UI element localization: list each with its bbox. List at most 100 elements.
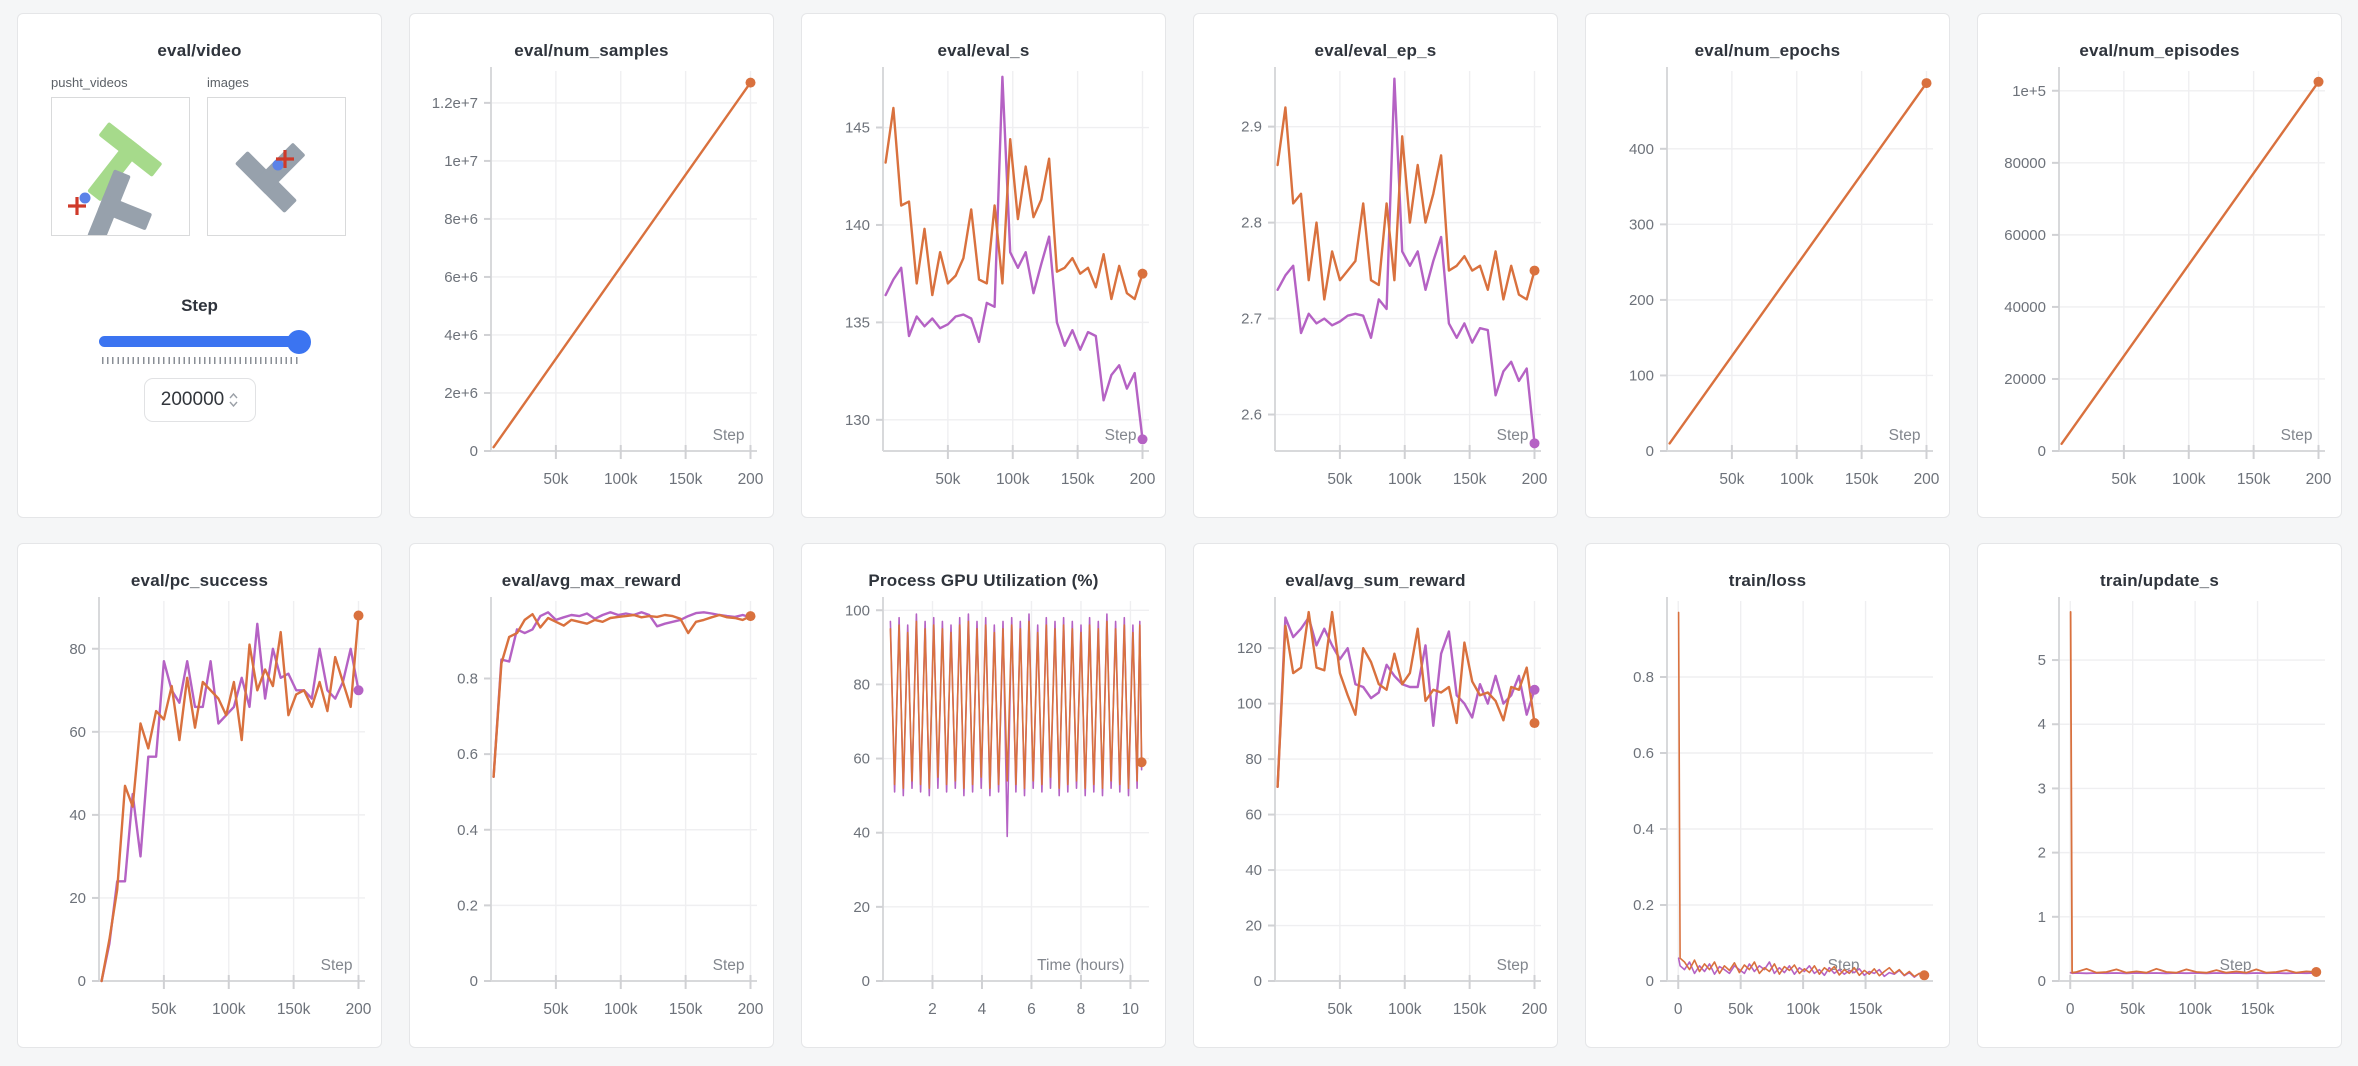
chart-panel-eval-avg-max-reward: eval/avg_max_reward 0 0.2 0.4 0.6 0.8 50k 100k… bbox=[409, 543, 774, 1048]
svg-text:0: 0 bbox=[861, 973, 869, 990]
svg-text:2.9: 2.9 bbox=[1241, 119, 1262, 136]
svg-text:100k: 100k bbox=[1779, 471, 1813, 488]
svg-text:Step: Step bbox=[2280, 427, 2312, 444]
svg-text:Step: Step bbox=[2219, 957, 2251, 974]
series-run-purple bbox=[1275, 616, 1536, 789]
slider-track[interactable] bbox=[98, 336, 301, 347]
chart-panel-eval-num-samples: eval/num_samples 0 2e+6 4e+6 6e+6 8e+6 1e+7 1.… bbox=[409, 13, 774, 518]
svg-text:40000: 40000 bbox=[2004, 299, 2046, 316]
chart-panel-eval-num-epochs: eval/num_epochs 0 100 200 300 400 50k 100k 150k… bbox=[1585, 13, 1950, 518]
series-run-orange bbox=[491, 81, 752, 449]
line-chart[interactable]: 0 20 40 60 80 50k 100k 150k 200 Step bbox=[19, 593, 381, 1035]
line-chart[interactable]: 0 0.2 0.4 0.6 0.8 0 50k 100k 150k Step bbox=[1587, 593, 1949, 1035]
stepper-down-icon[interactable] bbox=[229, 401, 238, 407]
svg-text:3: 3 bbox=[2037, 780, 2045, 797]
line-chart[interactable]: 0 2e+6 4e+6 6e+6 8e+6 1e+7 1.2e+7 50k 100k 150k 20… bbox=[411, 63, 773, 505]
svg-text:100k: 100k bbox=[211, 1001, 245, 1018]
chart-title: eval/num_episodes bbox=[2079, 41, 2240, 60]
chart-title: train/update_s bbox=[2100, 571, 2219, 590]
svg-text:20000: 20000 bbox=[2004, 371, 2046, 388]
svg-text:150k: 150k bbox=[668, 471, 702, 488]
svg-text:140: 140 bbox=[844, 217, 869, 234]
svg-text:100: 100 bbox=[1628, 367, 1653, 384]
chart-title: eval/eval_s bbox=[937, 41, 1030, 60]
svg-text:60: 60 bbox=[69, 724, 86, 741]
svg-text:150k: 150k bbox=[1452, 1001, 1486, 1018]
slider-thumb[interactable] bbox=[286, 330, 311, 354]
step-input[interactable]: 200000 bbox=[143, 378, 256, 422]
svg-text:2.8: 2.8 bbox=[1241, 215, 1262, 232]
series-run-orange bbox=[491, 613, 752, 779]
svg-text:200: 200 bbox=[737, 1001, 763, 1018]
chart-title: eval/avg_max_reward bbox=[501, 571, 682, 590]
chart-panel-eval-avg-sum-reward: eval/avg_sum_reward 0 20 40 60 80 100 120 50k 10… bbox=[1193, 543, 1558, 1048]
video-thumbnail[interactable] bbox=[51, 97, 190, 243]
svg-text:150k: 150k bbox=[1452, 471, 1486, 488]
svg-text:4e+6: 4e+6 bbox=[444, 327, 478, 344]
pusht-scene-icon bbox=[68, 122, 162, 243]
svg-text:20: 20 bbox=[853, 899, 870, 916]
series-run-purple bbox=[2069, 971, 2317, 975]
line-chart[interactable]: 0 20 40 60 80 100 2 4 6 8 10 Time (hours) bbox=[803, 593, 1165, 1035]
svg-text:0.6: 0.6 bbox=[457, 746, 478, 763]
chart-title: eval/eval_ep_s bbox=[1314, 41, 1437, 60]
chart-panel-eval-eval-ep-s: eval/eval_ep_s 2.6 2.7 2.8 2.9 50k 100k 150k 20… bbox=[1193, 13, 1558, 518]
series-run-purple bbox=[1677, 957, 1925, 979]
svg-text:200: 200 bbox=[1628, 292, 1653, 309]
svg-text:150k: 150k bbox=[668, 1001, 702, 1018]
line-chart[interactable]: 0 20 40 60 80 100 120 50k 100k 150k 200 Step bbox=[1195, 593, 1557, 1035]
svg-text:100k: 100k bbox=[1387, 1001, 1421, 1018]
svg-text:400: 400 bbox=[1628, 141, 1653, 158]
step-input-stepper[interactable] bbox=[229, 393, 238, 407]
svg-text:200: 200 bbox=[737, 471, 763, 488]
endpoint-dot-run-orange bbox=[745, 611, 756, 622]
svg-text:50k: 50k bbox=[1728, 1001, 1753, 1018]
svg-text:50k: 50k bbox=[543, 1001, 568, 1018]
endpoint-dot-run-orange bbox=[353, 610, 364, 621]
svg-text:50k: 50k bbox=[2120, 1001, 2145, 1018]
media-label: images bbox=[207, 75, 249, 90]
line-chart[interactable]: 0 1 2 3 4 5 0 50k 100k 150k Step bbox=[1979, 593, 2341, 1035]
svg-text:40: 40 bbox=[853, 825, 870, 842]
step-slider-label: Step bbox=[181, 296, 218, 315]
series-run-orange bbox=[2059, 80, 2320, 445]
series-run-orange bbox=[1275, 106, 1536, 301]
image-thumbnail[interactable] bbox=[207, 97, 346, 236]
series-run-orange bbox=[1275, 610, 1536, 789]
svg-text:2e+6: 2e+6 bbox=[444, 385, 478, 402]
svg-text:60: 60 bbox=[853, 751, 870, 768]
svg-text:50k: 50k bbox=[935, 471, 960, 488]
svg-text:Step: Step bbox=[320, 957, 352, 974]
svg-text:2.7: 2.7 bbox=[1241, 311, 1262, 328]
svg-text:150k: 150k bbox=[2236, 471, 2270, 488]
svg-text:50k: 50k bbox=[1719, 471, 1744, 488]
svg-text:0: 0 bbox=[77, 973, 85, 990]
svg-text:100: 100 bbox=[844, 602, 869, 619]
step-slider[interactable] bbox=[98, 330, 311, 354]
endpoint-dot-run-orange bbox=[2310, 967, 2321, 978]
svg-text:50k: 50k bbox=[543, 471, 568, 488]
chart-title: eval/avg_sum_reward bbox=[1285, 571, 1466, 590]
line-chart[interactable]: 0 20000 40000 60000 80000 1e+5 50k 100k 150k 200 S… bbox=[1979, 63, 2341, 505]
svg-text:10: 10 bbox=[1121, 1001, 1139, 1018]
line-chart[interactable]: 130 135 140 145 50k 100k 150k 200 Step bbox=[803, 63, 1165, 505]
chart-panel-train-loss: train/loss 0 0.2 0.4 0.6 0.8 0 50k 100k 150k Step bbox=[1585, 543, 1950, 1048]
svg-text:Step: Step bbox=[712, 957, 744, 974]
chart-canvas: 0 20 40 60 80 100 120 50k 100k 150k 200 Step bbox=[1236, 597, 1547, 1018]
svg-text:0.4: 0.4 bbox=[457, 822, 478, 839]
svg-text:300: 300 bbox=[1628, 216, 1653, 233]
stepper-up-icon[interactable] bbox=[229, 393, 238, 399]
svg-text:40: 40 bbox=[69, 807, 86, 824]
slider-tick-marks bbox=[101, 357, 298, 364]
svg-text:Time (hours): Time (hours) bbox=[1037, 957, 1124, 974]
agent-dot-icon bbox=[272, 159, 284, 171]
svg-text:5: 5 bbox=[2037, 652, 2045, 669]
line-chart[interactable]: 2.6 2.7 2.8 2.9 50k 100k 150k 200 Step bbox=[1195, 63, 1557, 505]
media-label: pusht_videos bbox=[51, 75, 128, 90]
step-input-value[interactable]: 200000 bbox=[160, 389, 225, 410]
line-chart[interactable]: 0 0.2 0.4 0.6 0.8 50k 100k 150k 200 Step bbox=[411, 593, 773, 1035]
svg-text:Step: Step bbox=[712, 427, 744, 444]
goal-cross-icon bbox=[276, 150, 294, 168]
line-chart[interactable]: 0 100 200 300 400 50k 100k 150k 200 Step bbox=[1587, 63, 1949, 505]
svg-text:100k: 100k bbox=[603, 1001, 637, 1018]
